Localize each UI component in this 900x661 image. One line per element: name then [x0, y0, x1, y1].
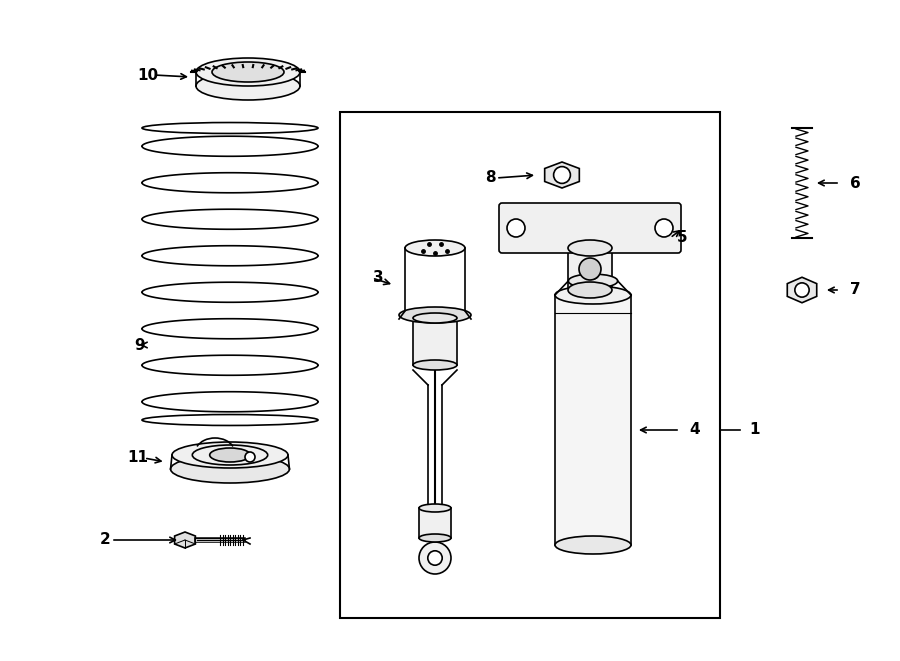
Polygon shape	[175, 532, 195, 548]
Ellipse shape	[555, 286, 631, 304]
Circle shape	[245, 452, 255, 462]
Ellipse shape	[212, 62, 284, 82]
Circle shape	[795, 283, 809, 297]
Text: 9: 9	[135, 338, 145, 352]
Text: 6: 6	[850, 176, 860, 190]
Ellipse shape	[413, 360, 457, 370]
Text: 3: 3	[373, 270, 383, 286]
Text: 5: 5	[677, 231, 688, 245]
Bar	[340, 112, 720, 618]
Ellipse shape	[568, 274, 617, 288]
Ellipse shape	[196, 58, 300, 86]
Ellipse shape	[413, 313, 457, 323]
Ellipse shape	[172, 442, 288, 468]
Polygon shape	[788, 277, 816, 303]
Text: 8: 8	[485, 171, 495, 186]
Circle shape	[428, 551, 442, 565]
Circle shape	[579, 258, 601, 280]
Text: 7: 7	[850, 282, 860, 297]
Ellipse shape	[419, 504, 451, 512]
Circle shape	[655, 219, 673, 237]
Text: 10: 10	[138, 67, 158, 83]
Ellipse shape	[210, 448, 250, 462]
Polygon shape	[544, 162, 580, 188]
FancyBboxPatch shape	[499, 203, 681, 253]
Text: 1: 1	[750, 422, 760, 438]
Ellipse shape	[568, 240, 612, 256]
Text: 11: 11	[128, 451, 148, 465]
Ellipse shape	[196, 72, 300, 100]
Ellipse shape	[399, 307, 471, 323]
Ellipse shape	[568, 282, 612, 298]
Ellipse shape	[419, 534, 451, 542]
Bar	[568, 248, 612, 290]
Text: 4: 4	[689, 422, 700, 438]
Bar	[419, 508, 451, 538]
Circle shape	[587, 267, 599, 279]
Bar	[413, 318, 457, 365]
Circle shape	[507, 219, 525, 237]
Ellipse shape	[171, 455, 290, 483]
Ellipse shape	[555, 536, 631, 554]
Ellipse shape	[405, 240, 465, 256]
Circle shape	[419, 542, 451, 574]
Text: 2: 2	[100, 533, 111, 547]
Bar	[555, 295, 631, 545]
Circle shape	[554, 167, 571, 183]
